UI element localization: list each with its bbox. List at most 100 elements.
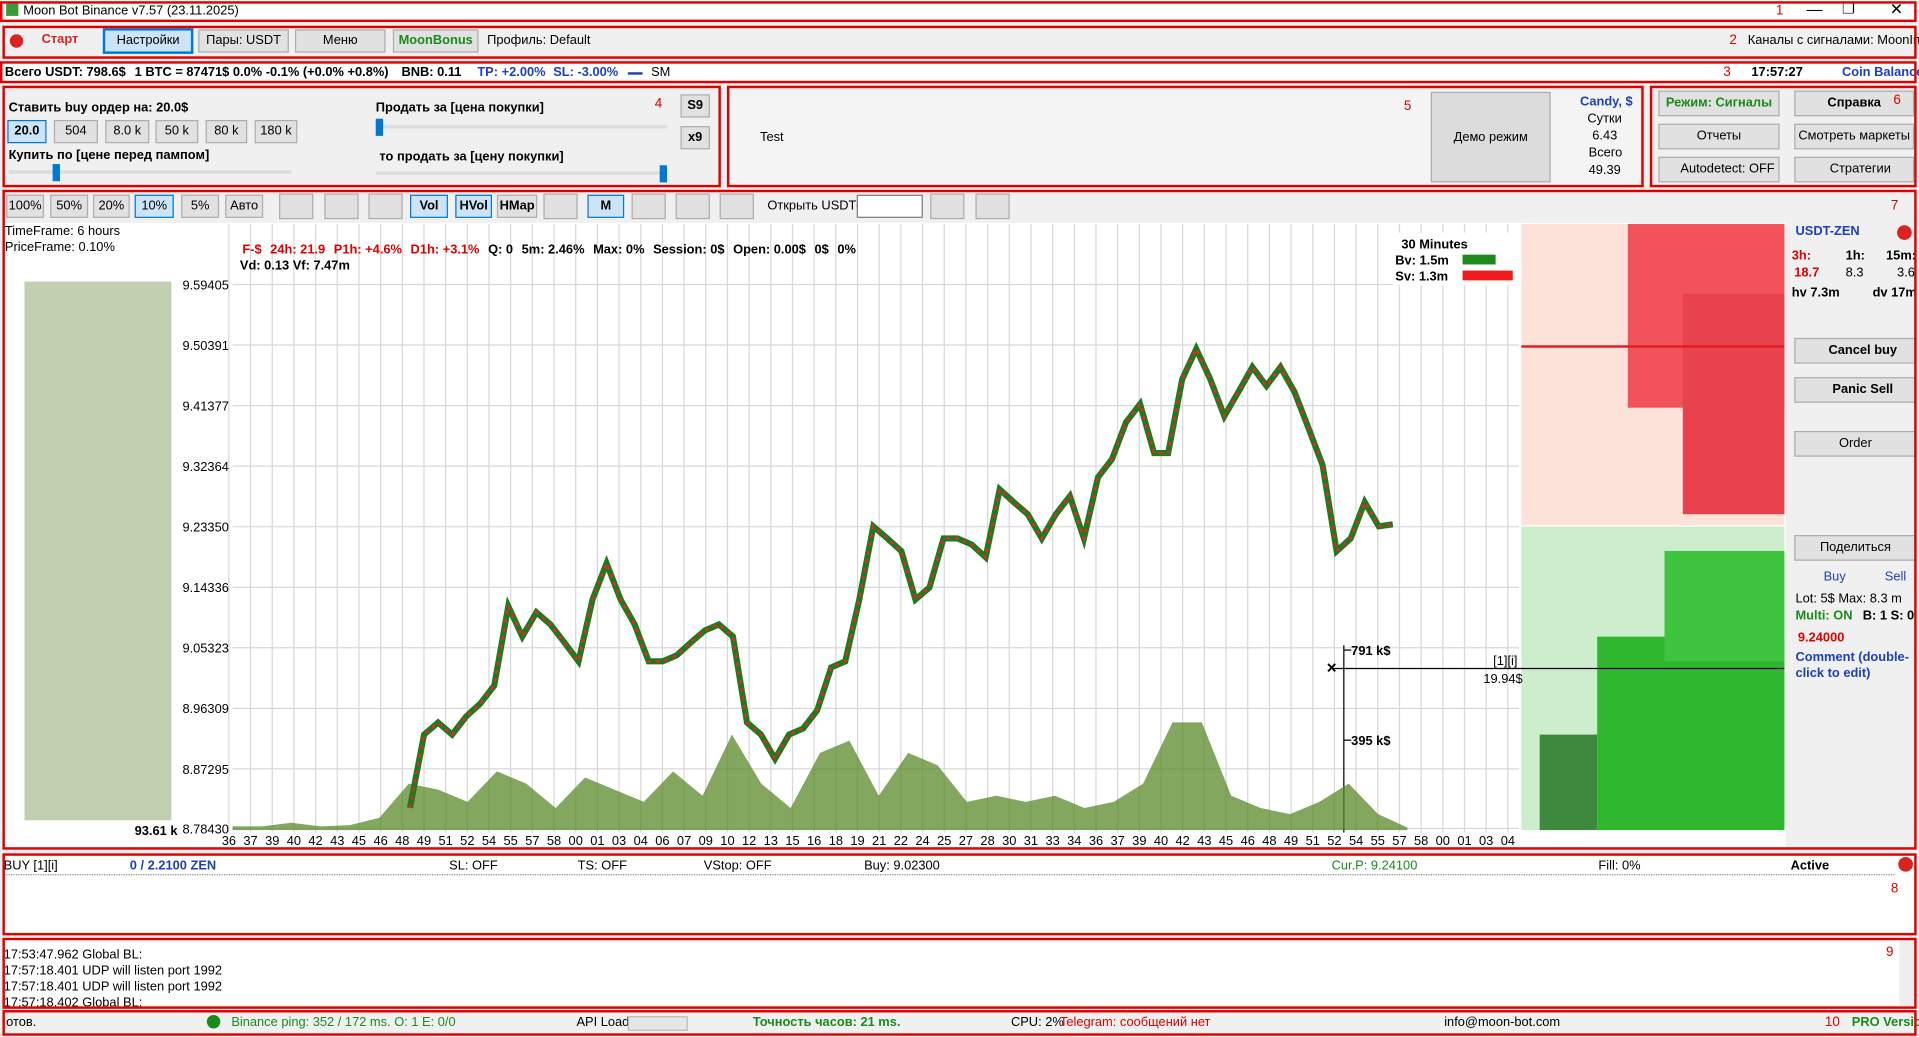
- y-tick-label: 9.32364: [182, 459, 228, 474]
- auto-button[interactable]: Авто: [225, 195, 263, 218]
- x-tick-label: 16: [807, 833, 821, 848]
- sell-at-label: Продать за [цена покупки]: [376, 100, 544, 116]
- sidebar-price: 9.24000: [1798, 631, 1844, 647]
- menu-button[interactable]: Меню: [295, 29, 386, 52]
- x9-button[interactable]: x9: [680, 126, 709, 149]
- slider-thumb[interactable]: [376, 119, 383, 136]
- share-button[interactable]: Поделиться: [1794, 535, 1916, 561]
- coin-balance[interactable]: Coin Balance: [1842, 65, 1919, 81]
- percent-button[interactable]: 10%: [135, 195, 174, 218]
- volume-area: [233, 722, 1408, 830]
- info-item: Q: 0: [488, 242, 513, 258]
- x-tick-label: 48: [395, 833, 409, 848]
- percent-button[interactable]: 100%: [6, 195, 44, 218]
- chart-info: F-$24h: 21.9P1h: +4.6%D1h: +3.1%Q: 05m: …: [242, 242, 856, 258]
- y-tick-label: 8.78430: [182, 821, 228, 836]
- slider-track: [376, 171, 667, 175]
- comment[interactable]: Comment (double-click to edit): [1795, 650, 1911, 682]
- eye-icon[interactable]: [930, 193, 964, 219]
- email[interactable]: info@moon-bot.com: [1444, 1015, 1560, 1031]
- x-tick-label: 39: [1132, 833, 1146, 848]
- settings-button[interactable]: Настройки: [103, 28, 194, 54]
- mode-button[interactable]: Режим: Сигналы: [1658, 91, 1779, 117]
- minimize[interactable]: —: [1806, 1, 1822, 17]
- strategy-name[interactable]: Test: [760, 130, 784, 146]
- order-qty: 0 / 2.2100 ZEN: [130, 858, 216, 874]
- hmap-button[interactable]: HMap: [497, 195, 537, 218]
- order-book-bids: [1665, 551, 1785, 661]
- info-item: P1h: +4.6%: [334, 242, 402, 258]
- order-value: 19.94$: [1483, 672, 1522, 688]
- title-bar: [0, 0, 1919, 22]
- cancel-buy-button[interactable]: Cancel buy: [1794, 338, 1916, 364]
- star-icon[interactable]: [975, 193, 1009, 219]
- tool-icon[interactable]: [632, 193, 666, 219]
- x-tick-label: 49: [1284, 833, 1298, 848]
- x-tick-label: 06: [655, 833, 669, 848]
- vol-button[interactable]: Vol: [410, 195, 448, 218]
- cpu: CPU: 2%: [1011, 1015, 1064, 1031]
- percent-button[interactable]: 5%: [181, 195, 219, 218]
- amount-button[interactable]: 504: [54, 120, 98, 143]
- legend-sv: Sv: 1.3m: [1395, 269, 1448, 285]
- sell-link[interactable]: Sell: [1885, 569, 1906, 585]
- amount-button[interactable]: 8.0 k: [105, 120, 149, 143]
- start-button[interactable]: Старт: [28, 29, 92, 50]
- amount-button[interactable]: 80 k: [206, 120, 248, 143]
- strategies-button[interactable]: Стратегии: [1794, 157, 1914, 183]
- tool-icon[interactable]: [543, 193, 577, 219]
- amount-button[interactable]: 180 k: [255, 120, 298, 143]
- hv: hv 7.3m: [1792, 285, 1840, 301]
- info-item: 0%: [837, 242, 856, 258]
- buy-at-label: Купить по [цене перед пампом]: [9, 148, 210, 164]
- autodetect-button[interactable]: Autodetect: OFF: [1658, 157, 1779, 183]
- order-close[interactable]: [1898, 857, 1913, 872]
- reports-button[interactable]: Отчеты: [1658, 124, 1779, 150]
- panic-sell-button[interactable]: Panic Sell: [1794, 377, 1916, 403]
- x-tick-label: 19: [850, 833, 864, 848]
- arrow-icon[interactable]: [720, 193, 754, 219]
- m-button[interactable]: M: [587, 195, 624, 218]
- x-tick-label: 58: [1414, 833, 1428, 848]
- log-scrollbar[interactable]: [1899, 939, 1914, 1006]
- amount-button[interactable]: 50 k: [155, 120, 198, 143]
- bnb: BNB: 0.11: [401, 65, 461, 81]
- volume-tick-label: 395 k$: [1351, 733, 1390, 748]
- demo-button[interactable]: Демо режим: [1431, 92, 1551, 183]
- markets-button[interactable]: Смотреть маркеты: [1794, 124, 1914, 150]
- x-tick-label: 34: [1067, 833, 1081, 848]
- tool-icon[interactable]: [324, 193, 358, 219]
- sell-at-label-2: то продать за [цену покупки]: [379, 149, 563, 165]
- slider-thumb[interactable]: [660, 165, 667, 182]
- order-button[interactable]: Order: [1794, 431, 1916, 457]
- close-pair[interactable]: [1897, 225, 1912, 240]
- x-tick-label: 40: [1154, 833, 1168, 848]
- btc-price: 1 BTC = 87471$ 0.0% -0.1% (+0.0% +0.8%): [135, 65, 389, 81]
- x-tick-label: 01: [590, 833, 604, 848]
- x-tick-label: 24: [915, 833, 929, 848]
- amount-button[interactable]: 20.0: [7, 120, 46, 143]
- hvol-button[interactable]: HVol: [455, 195, 492, 218]
- pairs-button[interactable]: Пары: USDT: [198, 29, 289, 52]
- x-tick-label: 42: [1176, 833, 1190, 848]
- buy-link[interactable]: Buy: [1824, 569, 1846, 585]
- section-number: 10: [1825, 1015, 1840, 1030]
- order-sl: SL: OFF: [449, 858, 498, 874]
- x-tick-label: 55: [504, 833, 518, 848]
- tool-icon[interactable]: [368, 193, 402, 219]
- x-tick-label: 30: [1002, 833, 1016, 848]
- maximize[interactable]: ❐: [1842, 1, 1855, 17]
- slider-thumb[interactable]: [53, 164, 60, 181]
- x-tick-label: 54: [1349, 833, 1363, 848]
- s9-button[interactable]: S9: [680, 94, 709, 117]
- tool-icon[interactable]: [279, 193, 313, 219]
- moonbonus-button[interactable]: MoonBonus: [393, 29, 479, 52]
- open-input[interactable]: [857, 195, 923, 218]
- percent-button[interactable]: 50%: [50, 195, 88, 218]
- x-tick-label: 31: [1024, 833, 1038, 848]
- close[interactable]: ✕: [1890, 1, 1903, 17]
- filter-icon[interactable]: [676, 193, 710, 219]
- percent-button[interactable]: 20%: [93, 195, 130, 218]
- volume-tick-label: 791 k$: [1351, 643, 1390, 658]
